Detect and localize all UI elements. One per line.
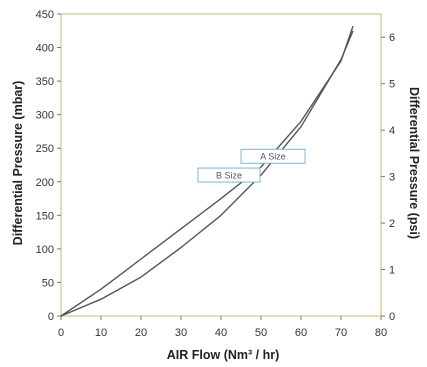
y-tick-label: 450 xyxy=(36,9,54,21)
x-tick-label: 10 xyxy=(95,327,107,339)
y2-tick-label: 6 xyxy=(389,32,395,44)
y2-tick-label: 5 xyxy=(389,79,395,91)
y-tick-label: 150 xyxy=(36,210,54,222)
y-tick-label: 50 xyxy=(42,277,54,289)
series-label: A Size xyxy=(260,151,286,161)
x-axis-title: AIR Flow (Nm³ / hr) xyxy=(167,348,280,362)
x-tick-label: 70 xyxy=(335,327,347,339)
series-label-box xyxy=(240,148,306,164)
y-tick-label: 350 xyxy=(36,76,54,88)
y2-axis-title: Differential Pressure (psi) xyxy=(407,87,421,239)
y-tick-label: 100 xyxy=(36,244,54,256)
series-label-box xyxy=(197,167,261,183)
y2-tick-label: 1 xyxy=(389,265,395,277)
series-line-a-size xyxy=(60,30,354,317)
x-tick-label: 50 xyxy=(255,327,267,339)
y2-tick-label: 0 xyxy=(389,311,395,323)
y-tick-label: 0 xyxy=(48,311,54,323)
x-tick-label: 60 xyxy=(295,327,307,339)
x-tick-label: 40 xyxy=(215,327,227,339)
x-tick-label: 0 xyxy=(58,327,64,339)
series-labels: B Size A Size xyxy=(197,148,306,183)
y2-tick-label: 2 xyxy=(389,218,395,230)
y-tick-label: 250 xyxy=(36,143,54,155)
y2-tick-label: 3 xyxy=(389,172,395,184)
y2-axis-ticks: 0 1 2 3 4 5 6 xyxy=(381,32,395,323)
y2-tick-label: 4 xyxy=(389,125,395,137)
x-axis-ticks: 0 10 20 30 40 50 60 70 80 xyxy=(58,316,387,339)
x-tick-label: 80 xyxy=(375,327,387,339)
x-tick-label: 20 xyxy=(135,327,147,339)
x-tick-label: 30 xyxy=(175,327,187,339)
series-lines xyxy=(60,25,354,317)
series-label: B Size xyxy=(216,170,242,180)
y-axis-ticks: 0 50 100 150 200 250 300 350 400 450 xyxy=(36,9,61,323)
y-tick-label: 300 xyxy=(36,110,54,122)
y-tick-label: 200 xyxy=(36,177,54,189)
y-axis-title: Differential Pressure (mbar) xyxy=(11,81,25,246)
y-tick-label: 400 xyxy=(36,43,54,55)
